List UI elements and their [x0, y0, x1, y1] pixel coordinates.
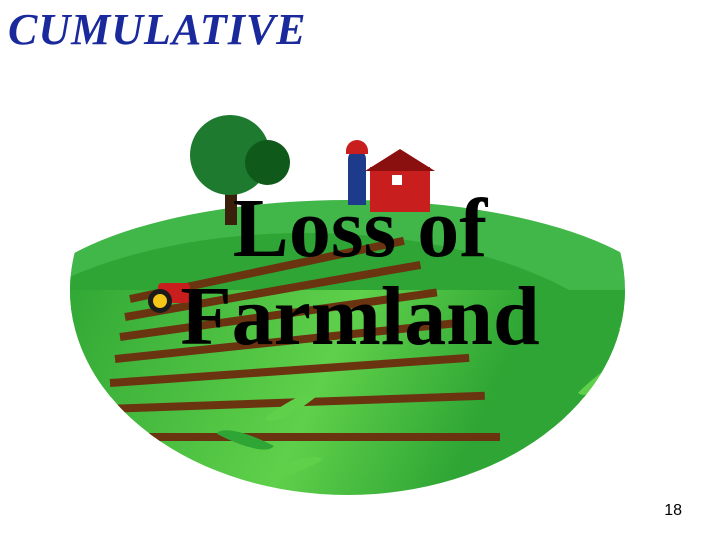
tree-crown-small: [245, 140, 290, 185]
main-heading-line2: Farmland: [0, 273, 720, 361]
barn-roof: [365, 149, 435, 171]
furrow-row: [100, 433, 500, 441]
page-number: 18: [664, 502, 682, 520]
slide-title: CUMULATIVE: [8, 4, 307, 55]
main-heading: Loss of Farmland: [0, 185, 720, 361]
main-heading-line1: Loss of: [0, 185, 720, 273]
